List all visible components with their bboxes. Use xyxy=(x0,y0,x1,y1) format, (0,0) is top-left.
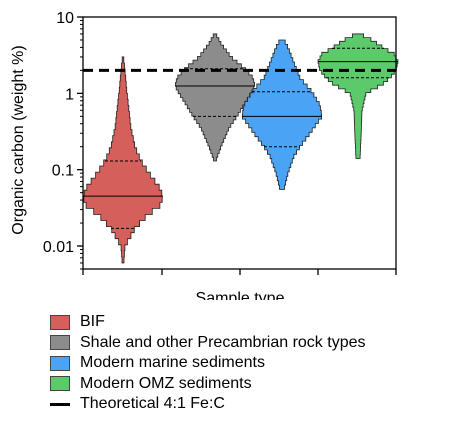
legend-item-bif: BIF xyxy=(50,312,365,333)
y-tick-label: 10 xyxy=(56,10,74,27)
legend-item-marine: Modern marine sediments xyxy=(50,353,365,374)
legend-label: Shale and other Precambrian rock types xyxy=(80,333,366,351)
legend-label: BIF xyxy=(80,313,105,331)
legend-item-omz: Modern OMZ sediments xyxy=(50,374,365,395)
violins-group xyxy=(83,33,399,264)
legend-swatch xyxy=(50,335,70,351)
legend-swatch xyxy=(50,314,70,330)
violin-body xyxy=(317,33,399,159)
legend-label: Modern OMZ sediments xyxy=(80,374,252,392)
legend-swatch xyxy=(50,355,70,371)
violin-body xyxy=(83,56,163,264)
legend-label: Modern marine sediments xyxy=(80,354,265,372)
y-axis: 10 1 0.1 0.01 xyxy=(43,10,83,270)
legend-item-reference-line: Theoretical 4:1 Fe:C xyxy=(50,394,365,415)
legend: BIF Shale and other Precambrian rock typ… xyxy=(50,312,365,415)
x-axis-label: Sample type xyxy=(196,290,285,300)
violin-body xyxy=(242,39,322,190)
legend-item-shale: Shale and other Precambrian rock types xyxy=(50,333,365,354)
legend-swatch xyxy=(50,376,70,392)
violin-body xyxy=(175,33,255,162)
violin-chart: 10 1 0.1 0.01 Organic carbon (weight %) Sam… xyxy=(10,10,399,300)
x-axis xyxy=(82,269,397,275)
legend-label: Theoretical 4:1 Fe:C xyxy=(80,395,225,413)
y-axis-label: Organic carbon (weight %) xyxy=(10,45,27,234)
y-tick-label: 0.01 xyxy=(43,239,74,256)
y-tick-label: 1 xyxy=(65,86,74,103)
legend-line-swatch xyxy=(50,402,70,406)
y-tick-label: 0.1 xyxy=(52,163,74,180)
